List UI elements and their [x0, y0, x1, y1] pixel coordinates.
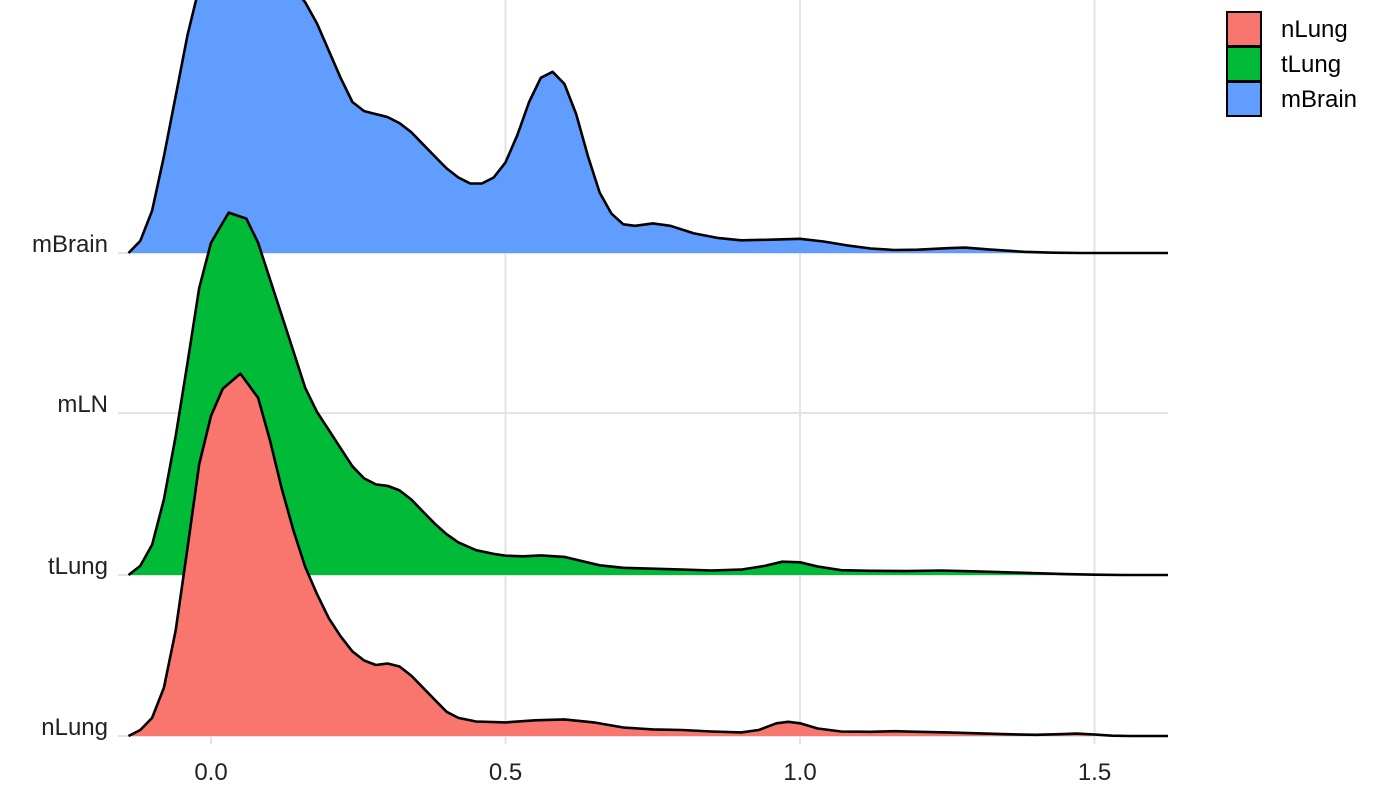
ridge-fill-nlung	[128, 373, 1166, 736]
legend-key-nlung	[1226, 11, 1262, 47]
x-tick-label: 1.5	[1078, 759, 1111, 786]
x-tick-label: 0.0	[194, 759, 227, 786]
x-tick-label: 1.0	[783, 759, 816, 786]
ridge-line-tlung	[127, 211, 1168, 577]
legend: nLung tLung mBrain	[1226, 11, 1357, 117]
ridge-fill-mbrain	[128, 0, 1166, 253]
y-tick-label-nlung: nLung	[41, 714, 108, 741]
legend-label-tlung: tLung	[1281, 51, 1341, 78]
y-tick-label-mbrain: mBrain	[32, 231, 108, 258]
x-tick-label: 0.5	[489, 759, 522, 786]
y-tick-label-mln: mLN	[57, 391, 108, 418]
y-tick-label-tlung: tLung	[48, 553, 108, 580]
y-axis: nLung tLung mLN mBrain	[32, 231, 108, 741]
legend-label-nlung: nLung	[1281, 16, 1348, 43]
x-axis: 0.0 0.5 1.0 1.5	[194, 759, 1111, 786]
ridge-line-nlung	[127, 372, 1168, 738]
legend-key-mbrain	[1226, 81, 1262, 117]
ridge-line-mbrain	[127, 0, 1168, 255]
legend-key-tlung	[1226, 46, 1262, 82]
density-ridges	[127, 0, 1168, 738]
legend-label-mbrain: mBrain	[1281, 86, 1357, 113]
